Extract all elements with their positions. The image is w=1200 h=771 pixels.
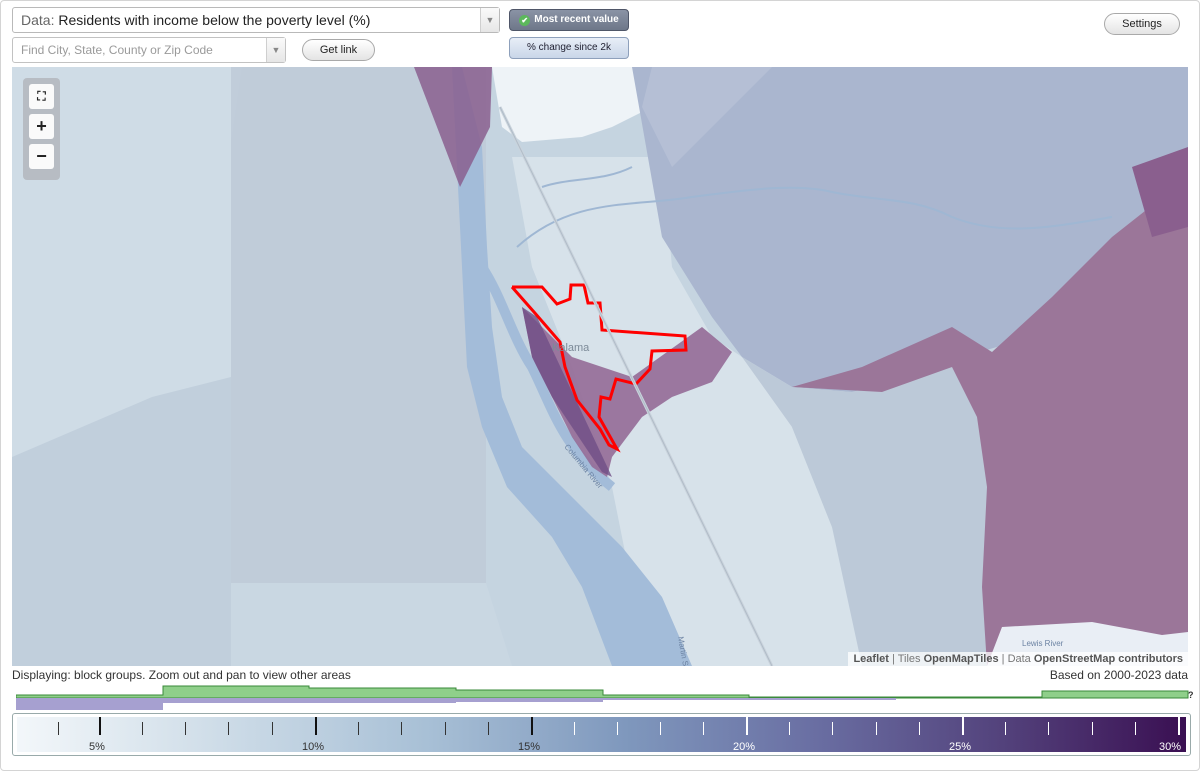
legend-tick <box>445 722 446 735</box>
legend-gradient: 5% 10% 15% 20% 25% 30% <box>17 717 1186 753</box>
legend-tick <box>1005 722 1006 735</box>
data-selector[interactable]: Data: Residents with income below the po… <box>12 7 500 33</box>
legend-label-10: 10% <box>301 741 325 753</box>
data-selector-label: Data: <box>21 12 55 28</box>
legend-tick <box>488 722 489 735</box>
region <box>512 157 912 666</box>
percent-change-button[interactable]: % change since 2k <box>509 37 629 59</box>
legend-tick-major <box>315 717 317 735</box>
legend-tick-major <box>962 717 964 735</box>
legend-tick <box>789 722 790 735</box>
zoom-in-button[interactable]: + <box>29 114 54 139</box>
legend-tick <box>185 722 186 735</box>
help-icon[interactable]: ? <box>1188 690 1194 700</box>
region <box>12 377 231 666</box>
region <box>492 67 652 142</box>
region <box>231 67 486 583</box>
legend-tick-major <box>1178 717 1180 735</box>
legend-tick <box>919 722 920 735</box>
stream <box>541 166 633 188</box>
openmaptiles-link[interactable]: OpenMapTiles <box>923 653 999 665</box>
legend-label-20: 20% <box>732 741 756 753</box>
legend-tick <box>574 722 575 735</box>
get-link-button[interactable]: Get link <box>302 39 375 61</box>
region <box>742 357 1002 666</box>
distribution-histogram <box>16 685 1189 710</box>
fullscreen-icon[interactable]: ⛶ <box>29 84 54 109</box>
legend-tick <box>58 722 59 735</box>
legend-tick <box>703 722 704 735</box>
data-selector-value: Residents with income below the poverty … <box>58 12 371 28</box>
displaying-text: Displaying: block groups. Zoom out and p… <box>12 668 351 682</box>
legend-label-5: 5% <box>89 741 105 753</box>
high-poverty-region <box>792 177 1188 666</box>
legend-tick <box>228 722 229 735</box>
settings-button[interactable]: Settings <box>1104 13 1180 35</box>
zoom-controls: ⛶ + − <box>23 78 60 180</box>
legend-tick <box>272 722 273 735</box>
location-search[interactable]: ▼ <box>12 37 286 63</box>
map-canvas[interactable]: Kalama Columbia River Martin Slough Lewi… <box>12 67 1188 666</box>
legend-tick <box>617 722 618 735</box>
tiles-prefix: Tiles <box>897 653 921 665</box>
histogram-green <box>16 685 1189 699</box>
legend-tick <box>832 722 833 735</box>
legend-tick <box>358 722 359 735</box>
river-label-lewis: Lewis River <box>1022 639 1064 648</box>
region <box>231 583 512 666</box>
selected-area-outline[interactable] <box>510 283 688 453</box>
legend-tick <box>876 722 877 735</box>
histogram-purple <box>16 698 1188 710</box>
legend-label-15: 15% <box>517 741 541 753</box>
region <box>642 67 772 167</box>
river-channel <box>477 264 616 491</box>
color-legend: 5% 10% 15% 20% 25% 30% <box>12 713 1191 756</box>
zoom-out-button[interactable]: − <box>29 144 54 169</box>
leaflet-link[interactable]: Leaflet <box>853 653 889 665</box>
most-recent-value-label: Most recent value <box>534 14 619 25</box>
legend-label-25: 25% <box>948 741 972 753</box>
high-poverty-region <box>522 307 612 477</box>
high-poverty-region <box>1132 147 1188 237</box>
check-icon: ✔ <box>519 15 531 26</box>
search-input[interactable] <box>13 38 271 62</box>
legend-label-30: 30% <box>1158 741 1182 753</box>
data-prefix: Data <box>1007 653 1031 665</box>
legend-tick <box>1135 722 1136 735</box>
map-attribution: Leaflet | Tiles OpenMapTiles | Data Open… <box>848 652 1188 666</box>
chevron-down-icon[interactable]: ▼ <box>480 8 499 32</box>
legend-tick <box>1048 722 1049 735</box>
place-label-kalama: Kalama <box>552 342 590 354</box>
high-poverty-region <box>414 67 492 187</box>
legend-tick-major <box>531 717 533 735</box>
legend-tick <box>401 722 402 735</box>
legend-tick <box>142 722 143 735</box>
based-on-text: Based on 2000-2023 data <box>1049 668 1188 682</box>
legend-tick-major <box>746 717 748 735</box>
chevron-down-icon[interactable]: ▼ <box>266 38 285 62</box>
stream <box>516 186 1113 248</box>
road <box>499 106 773 666</box>
legend-tick <box>1092 722 1093 735</box>
openstreetmap-link[interactable]: OpenStreetMap contributors <box>1033 653 1183 665</box>
legend-tick-major <box>99 717 101 735</box>
map[interactable]: Kalama Columbia River Martin Slough Lewi… <box>12 67 1188 666</box>
legend-tick <box>660 722 661 735</box>
most-recent-value-button[interactable]: ✔ Most recent value <box>509 9 629 31</box>
